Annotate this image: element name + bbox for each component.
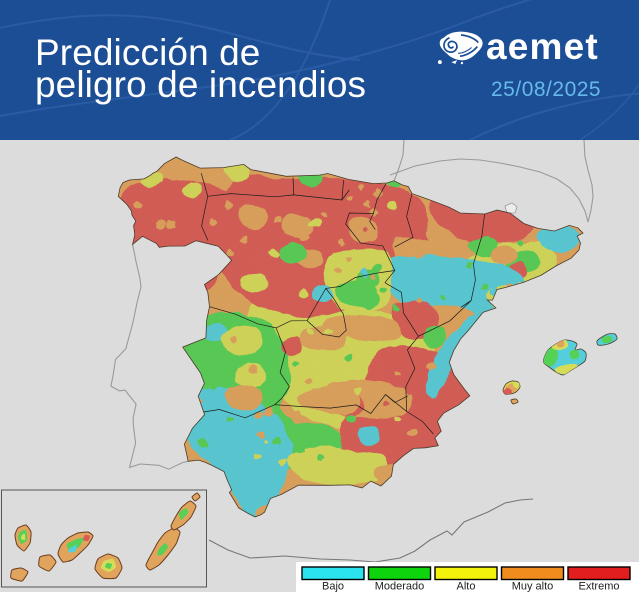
svg-text:Muy alto: Muy alto [512, 581, 554, 592]
svg-text:Moderado: Moderado [375, 581, 425, 592]
svg-text:Alto: Alto [457, 581, 476, 592]
svg-text:Extremo: Extremo [579, 581, 620, 592]
svg-text:Bajo: Bajo [322, 581, 344, 592]
